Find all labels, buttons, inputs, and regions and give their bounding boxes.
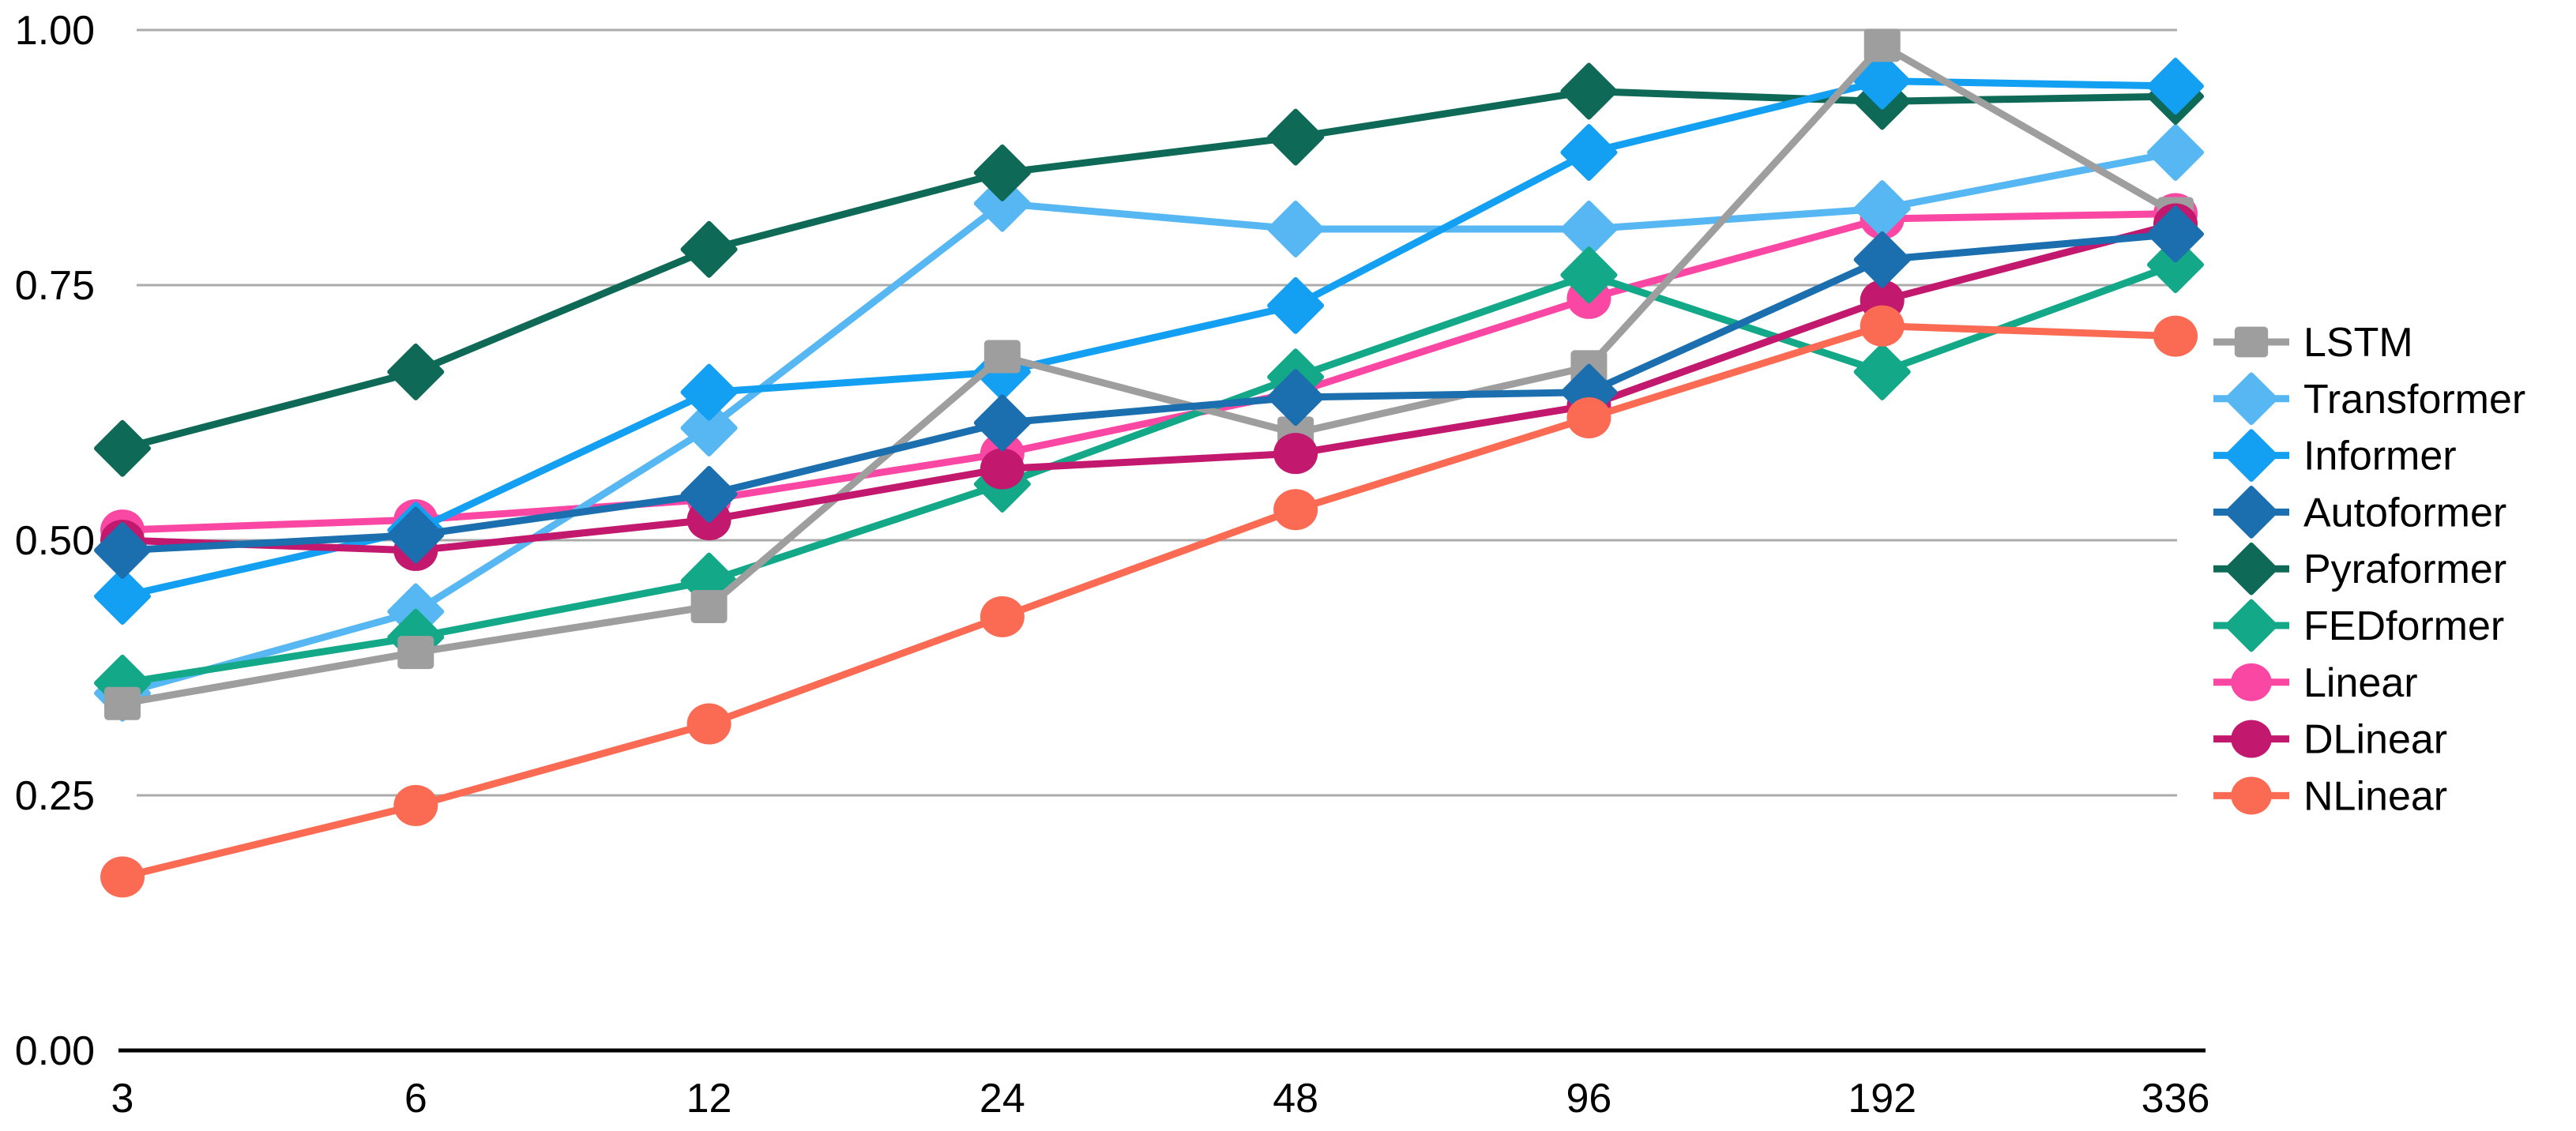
y-axis-tick-label: 0.75 [15, 263, 95, 309]
series-marker [94, 568, 151, 626]
series-marker [104, 686, 141, 720]
legend-label-autoformer: Autoformer [2303, 490, 2506, 535]
series-line-autoformer [118, 230, 2179, 554]
series-marker [1560, 124, 1618, 182]
y-axis-tick-label: 0.00 [15, 1028, 95, 1074]
series-marker [1273, 489, 1318, 531]
x-axis-tick-label: 24 [980, 1076, 1025, 1122]
series-marker [2224, 486, 2278, 539]
series-marker [1853, 52, 1911, 110]
series-marker [973, 175, 1031, 232]
series-marker [1267, 108, 1325, 166]
series-marker [2224, 599, 2278, 652]
series-marker [1853, 231, 1911, 288]
series-line-transformer [118, 148, 2179, 697]
series-marker [680, 399, 738, 457]
series-marker [2231, 720, 2272, 758]
x-axis-tick-label: 12 [686, 1076, 732, 1122]
series-marker [1853, 343, 1911, 400]
series-marker [973, 394, 1031, 452]
series-marker [2234, 326, 2269, 358]
x-axis-tick-label: 48 [1273, 1076, 1318, 1122]
series-line-informer [118, 77, 2179, 600]
legend-label-pyraformer: Pyraformer [2303, 547, 2506, 592]
legend-label-dlinear: DLinear [2303, 717, 2447, 763]
series-marker [1566, 396, 1611, 438]
series-marker [2224, 372, 2278, 426]
series-marker [2231, 663, 2272, 701]
legend-label-lstm: LSTM [2303, 320, 2413, 366]
legend-label-informer: Informer [2303, 434, 2457, 479]
series-line-fedformer [118, 261, 2179, 687]
series-marker [1860, 305, 1905, 347]
series-marker [980, 448, 1025, 490]
legend-label-transformer: Transformer [2303, 377, 2525, 423]
series-marker [1273, 433, 1318, 475]
series-marker [1863, 28, 1901, 62]
series-line-linear [118, 210, 2179, 534]
series-marker [2231, 776, 2272, 815]
series-marker [686, 703, 731, 745]
series-marker [2147, 124, 2204, 182]
series-marker [680, 465, 738, 523]
series-marker [387, 506, 445, 564]
series-marker [680, 363, 738, 421]
legend-label-fedformer: FEDformer [2303, 603, 2504, 649]
x-axis-tick-label: 336 [2142, 1076, 2210, 1122]
series-line-lstm [118, 41, 2179, 708]
series-marker [2147, 205, 2204, 263]
series-marker [1560, 246, 1618, 304]
legend-label-linear: Linear [2303, 660, 2418, 706]
series-marker [2224, 429, 2278, 482]
series-marker [94, 521, 151, 579]
series-marker [680, 220, 738, 278]
series-marker [1267, 369, 1325, 426]
series-marker [2153, 315, 2198, 357]
series-marker [387, 343, 445, 400]
series-marker [973, 144, 1031, 201]
series-marker [2147, 236, 2204, 294]
series-marker [1267, 276, 1325, 334]
x-axis-tick-label: 96 [1566, 1076, 1612, 1122]
series-marker [1267, 200, 1325, 257]
series-marker [393, 784, 438, 826]
y-axis-tick-label: 1.00 [15, 8, 95, 54]
x-axis-tick-label: 6 [404, 1076, 427, 1122]
series-marker [94, 419, 151, 477]
y-axis-tick-label: 0.50 [15, 518, 95, 564]
series-marker [1560, 62, 1618, 120]
series-line-dlinear [118, 220, 2179, 554]
series-marker [2147, 58, 2204, 115]
series-marker [690, 589, 728, 623]
series-marker [397, 636, 434, 670]
x-axis-tick-label: 3 [111, 1076, 134, 1122]
series-line-nlinear [118, 322, 2179, 881]
series-marker [100, 856, 145, 898]
series-marker [980, 596, 1025, 637]
y-axis-tick-label: 0.25 [15, 773, 95, 819]
legend-label-nlinear: NLinear [2303, 773, 2447, 819]
series-marker [983, 340, 1021, 374]
series-marker [2224, 542, 2278, 596]
x-axis-tick-label: 192 [1848, 1076, 1916, 1122]
